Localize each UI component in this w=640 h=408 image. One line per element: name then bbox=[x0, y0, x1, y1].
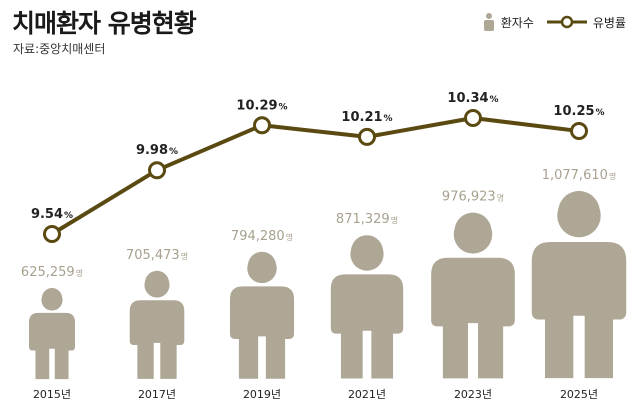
legend-item-patients: 환자수 bbox=[482, 13, 534, 31]
rate-value-label: 10.29% bbox=[236, 98, 287, 113]
patient-figures bbox=[29, 191, 627, 380]
person-icon bbox=[483, 13, 494, 31]
legend-item-rate: 유병률 bbox=[546, 14, 626, 31]
patient-figure bbox=[229, 251, 295, 379]
rate-point bbox=[253, 116, 271, 135]
person-head bbox=[557, 193, 601, 238]
person-figure-icon bbox=[129, 270, 185, 379]
person-head bbox=[350, 237, 384, 271]
rate-point bbox=[148, 161, 166, 180]
patient-count-label: 871,329명 bbox=[336, 212, 398, 227]
person-figure-icon bbox=[431, 212, 515, 379]
patient-count-label: 794,280명 bbox=[231, 229, 293, 244]
legend-label-patients: 환자수 bbox=[500, 15, 534, 30]
rate-value-label: 10.25% bbox=[553, 104, 604, 119]
patient-figure bbox=[129, 270, 185, 379]
person-figure-icon bbox=[531, 191, 627, 379]
person-head bbox=[41, 289, 63, 311]
rate-line bbox=[50, 116, 580, 236]
rate-point bbox=[358, 127, 376, 146]
x-tick-label: 2023년 bbox=[454, 388, 492, 401]
patient-figure bbox=[431, 212, 515, 379]
rate-value-label: 9.54% bbox=[31, 207, 73, 222]
chart-title: 치매환자 유병현황 bbox=[12, 9, 197, 38]
data-labels: 625,259명 2015년 705,473명 2017년 794,280명 2019년 8… bbox=[21, 91, 616, 401]
person-figure-icon bbox=[330, 235, 404, 379]
person-figure-icon bbox=[29, 288, 75, 380]
patient-figure bbox=[29, 288, 75, 380]
rate-point bbox=[43, 225, 61, 243]
patient-count-label: 705,473명 bbox=[126, 248, 188, 263]
x-tick-label: 2021년 bbox=[348, 388, 386, 401]
legend-label-rate: 유병률 bbox=[592, 15, 626, 30]
patient-figure bbox=[531, 191, 627, 379]
x-tick-label: 2025년 bbox=[560, 388, 598, 401]
person-head bbox=[247, 253, 277, 284]
source-note: 자료:중앙치매센터 bbox=[13, 42, 106, 56]
person-head bbox=[144, 272, 170, 298]
rate-value-label: 10.34% bbox=[447, 91, 498, 106]
legend: 환자수 유병률 bbox=[470, 12, 626, 32]
rate-point bbox=[464, 109, 482, 127]
rate-line-series bbox=[43, 109, 588, 243]
patient-count-label: 1,077,610명 bbox=[542, 168, 617, 183]
rate-value-label: 9.98% bbox=[136, 143, 178, 158]
rate-value-label: 10.21% bbox=[341, 110, 392, 125]
patient-count-label: 625,259명 bbox=[21, 265, 83, 280]
person-figure-icon bbox=[229, 251, 295, 379]
x-tick-label: 2015년 bbox=[33, 388, 71, 401]
patient-count-label: 976,923명 bbox=[442, 190, 504, 205]
x-tick-label: 2017년 bbox=[138, 388, 176, 401]
patient-figure bbox=[330, 235, 404, 379]
person-head bbox=[453, 215, 493, 254]
line-marker-icon bbox=[546, 15, 587, 29]
rate-point bbox=[570, 122, 588, 141]
x-tick-label: 2019년 bbox=[243, 388, 281, 401]
